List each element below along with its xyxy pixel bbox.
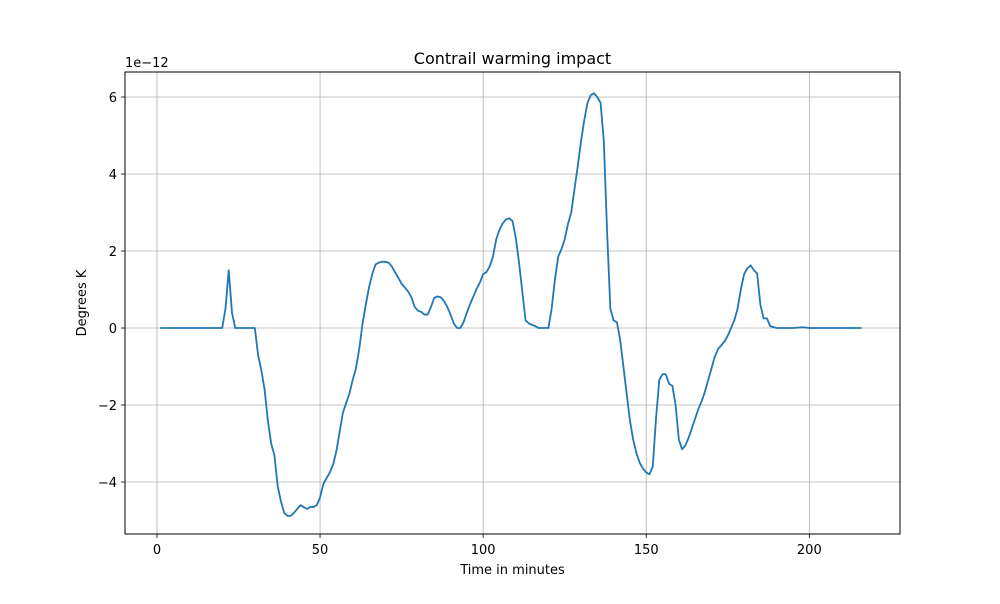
x-tick-label: 200 bbox=[797, 543, 822, 558]
series-layer bbox=[160, 92, 862, 517]
axis-ticks: 0 50 100 150 200 −4 −2 0 2 4 6 bbox=[98, 91, 822, 558]
y-tick-label: 0 bbox=[109, 322, 117, 337]
x-tick-label: 150 bbox=[634, 543, 659, 558]
grid-lines bbox=[125, 72, 900, 534]
chart-title: Contrail warming impact bbox=[414, 49, 611, 68]
x-axis-label: Time in minutes bbox=[459, 563, 565, 578]
y-axis-label: Degrees K bbox=[75, 269, 90, 336]
y-tick-label: 2 bbox=[109, 245, 117, 260]
y-tick-label: 4 bbox=[109, 168, 117, 183]
plot-area-frame bbox=[124, 71, 901, 535]
y-tick-label: −4 bbox=[98, 476, 117, 491]
y-tick-label: 6 bbox=[109, 91, 117, 106]
series-line bbox=[160, 92, 862, 517]
x-tick-label: 0 bbox=[153, 543, 161, 558]
x-tick-label: 50 bbox=[312, 543, 329, 558]
y-axis-scale-multiplier: 1e−12 bbox=[125, 56, 169, 71]
y-tick-label: −2 bbox=[98, 399, 117, 414]
x-tick-label: 100 bbox=[471, 543, 496, 558]
